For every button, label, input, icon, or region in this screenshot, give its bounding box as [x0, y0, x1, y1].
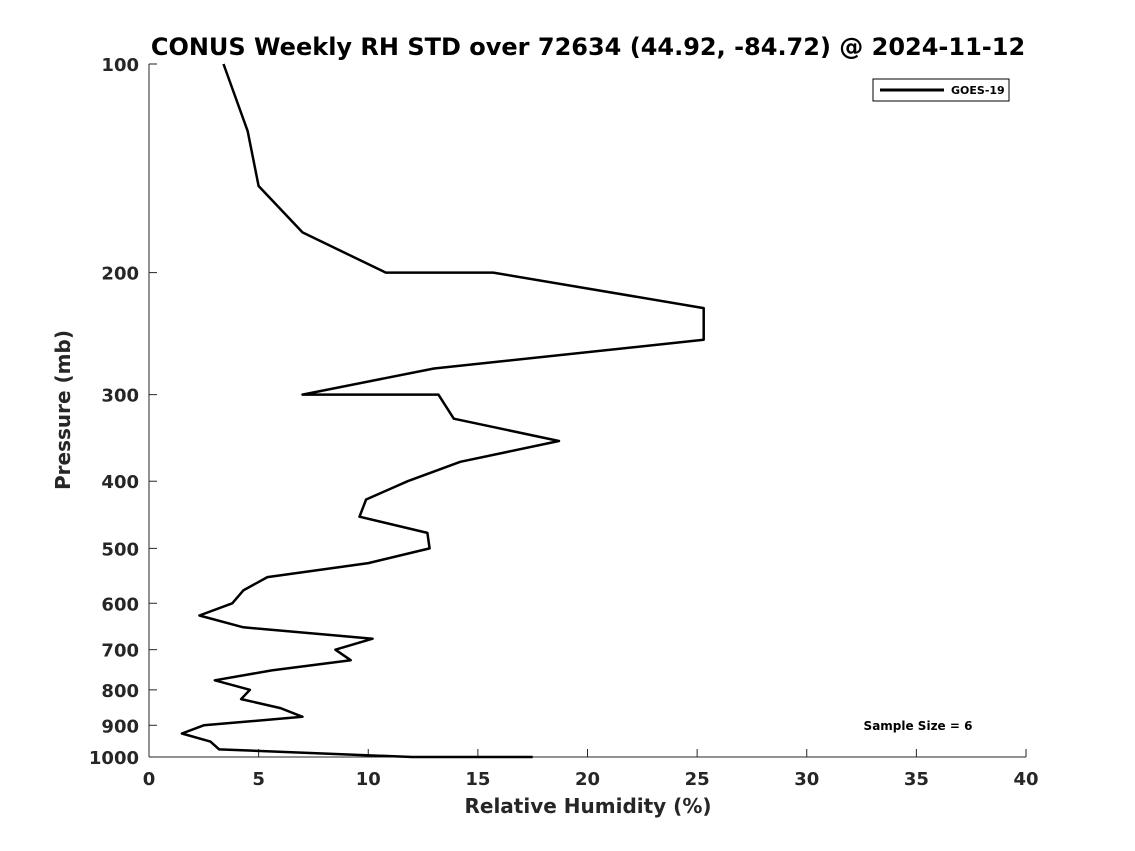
- y-tick-label: 1000: [89, 748, 139, 769]
- x-tick-label: 25: [685, 769, 710, 790]
- y-tick-label: 200: [101, 264, 139, 285]
- y-tick-label: 100: [101, 55, 139, 76]
- sample-size-annotation: Sample Size = 6: [864, 719, 973, 733]
- x-axis-ticks: 0 5 10 15 20 25 30 35 40: [143, 749, 1039, 790]
- x-tick-label: 10: [356, 769, 381, 790]
- y-axis-label: Pressure (mb): [51, 330, 75, 490]
- x-tick-label: 40: [1013, 769, 1038, 790]
- chart-title: CONUS Weekly RH STD over 72634 (44.92, -…: [151, 33, 1025, 61]
- x-tick-label: 15: [465, 769, 490, 790]
- y-tick-label: 500: [101, 539, 139, 560]
- legend-label-goes-19: GOES-19: [951, 84, 1005, 97]
- x-tick-label: 5: [252, 769, 265, 790]
- x-tick-label: 35: [904, 769, 929, 790]
- x-tick-label: 30: [794, 769, 819, 790]
- legend: GOES-19: [872, 78, 1010, 102]
- y-tick-label: 900: [101, 716, 139, 737]
- y-tick-label: 600: [101, 594, 139, 615]
- axes: [148, 64, 1026, 758]
- y-tick-label: 800: [101, 681, 139, 702]
- y-axis-ticks: 100 200 300 400 500 600 700 800 900 1000: [89, 55, 157, 769]
- y-tick-label: 700: [101, 641, 139, 662]
- y-tick-label: 300: [101, 386, 139, 407]
- y-tick-label: 400: [101, 472, 139, 493]
- series-group: [180, 63, 705, 759]
- x-tick-label: 0: [143, 769, 156, 790]
- series-line-goes-19: [180, 63, 705, 759]
- x-tick-label: 20: [575, 769, 600, 790]
- x-axis-label: Relative Humidity (%): [464, 794, 711, 818]
